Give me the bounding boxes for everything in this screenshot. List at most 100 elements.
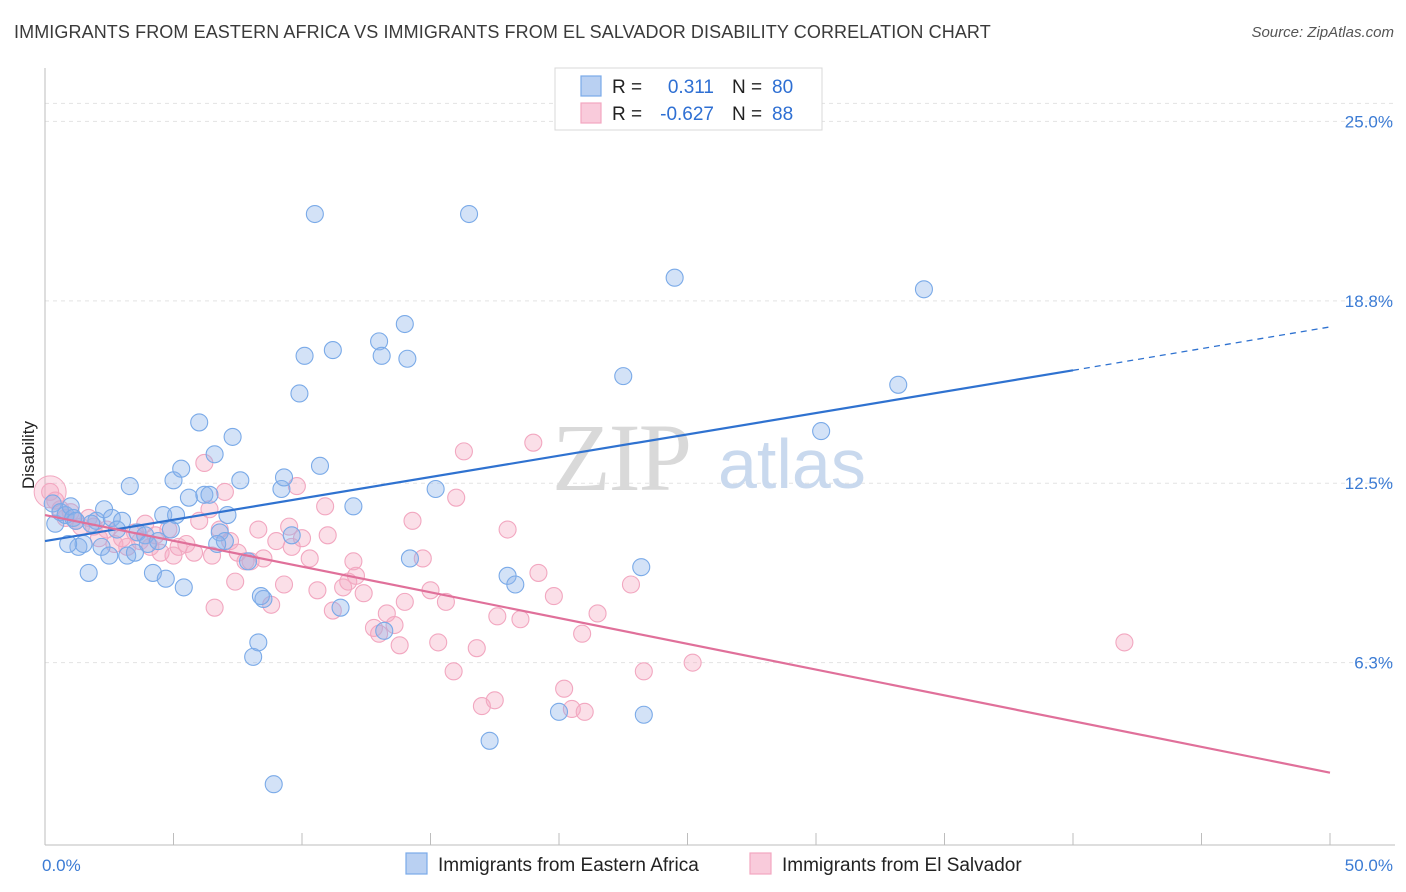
chart-title: IMMIGRANTS FROM EASTERN AFRICA VS IMMIGR…	[14, 22, 991, 42]
point-el-salvador	[447, 488, 466, 507]
point-eastern-africa	[249, 633, 268, 652]
point-el-salvador	[308, 581, 327, 600]
y-tick-label: 25.0%	[1345, 112, 1393, 131]
point-el-salvador	[436, 592, 455, 611]
bottom-legend-swatch-pink	[749, 852, 772, 875]
legend-r-label-2: R =	[612, 104, 642, 125]
watermark-atlas: atlas	[718, 425, 866, 503]
point-el-salvador	[318, 526, 337, 545]
point-el-salvador	[444, 662, 463, 681]
point-el-salvador	[205, 598, 224, 617]
legend-swatch-blue	[580, 75, 602, 97]
point-el-salvador	[41, 482, 60, 501]
point-eastern-africa	[100, 546, 119, 565]
point-el-salvador	[588, 604, 607, 623]
point-eastern-africa	[614, 367, 633, 386]
point-eastern-africa	[549, 702, 569, 721]
point-eastern-africa	[161, 520, 180, 539]
point-eastern-africa	[400, 549, 419, 568]
legend-n-value-2: 88	[772, 104, 793, 125]
point-el-salvador	[203, 546, 222, 565]
point-eastern-africa	[59, 534, 78, 554]
y-tick-label: 6.3%	[1354, 654, 1393, 673]
point-el-salvador	[395, 592, 414, 611]
point-el-salvador	[316, 497, 335, 516]
point-eastern-africa	[914, 280, 933, 299]
point-eastern-africa	[459, 204, 479, 224]
point-el-salvador	[621, 575, 641, 594]
point-el-salvador	[498, 520, 517, 539]
point-el-salvador	[555, 679, 574, 698]
point-eastern-africa	[305, 204, 324, 224]
point-eastern-africa	[254, 589, 273, 609]
point-el-salvador	[370, 624, 389, 643]
point-el-salvador	[344, 552, 363, 571]
point-eastern-africa	[223, 427, 242, 446]
point-el-salvador	[390, 636, 409, 655]
x-tick-label-min: 0.0%	[42, 856, 81, 875]
point-eastern-africa	[156, 569, 175, 588]
point-eastern-africa	[310, 456, 330, 475]
y-tick-label: 18.8%	[1345, 292, 1393, 311]
point-eastern-africa	[274, 468, 294, 487]
trend-line-eastern-africa-extension	[1072, 326, 1331, 371]
point-el-salvador	[467, 639, 486, 658]
point-el-salvador	[334, 578, 353, 597]
trend-lines	[44, 326, 1331, 774]
point-eastern-africa	[205, 445, 224, 464]
point-el-salvador	[385, 615, 404, 635]
point-eastern-africa	[323, 341, 342, 360]
legend-r-label-1: R =	[612, 77, 642, 98]
point-eastern-africa	[889, 375, 908, 394]
point-eastern-africa	[69, 537, 88, 556]
point-el-salvador	[429, 633, 448, 652]
point-el-salvador	[364, 618, 384, 637]
bottom-legend-label-blue: Immigrants from Eastern Africa	[438, 855, 699, 876]
point-el-salvador	[164, 546, 183, 565]
point-el-salvador	[1115, 633, 1134, 652]
point-eastern-africa	[344, 497, 363, 516]
point-eastern-africa	[172, 459, 191, 478]
point-eastern-africa	[79, 563, 98, 582]
point-el-salvador	[274, 575, 294, 594]
bottom-legend: Immigrants from Eastern Africa Immigrant…	[405, 852, 1022, 876]
point-eastern-africa	[200, 485, 219, 504]
point-eastern-africa	[812, 422, 831, 441]
point-eastern-africa	[372, 346, 391, 365]
point-eastern-africa	[195, 485, 214, 504]
point-eastern-africa	[102, 508, 121, 527]
point-eastern-africa	[375, 621, 394, 640]
point-eastern-africa	[480, 731, 499, 750]
point-el-salvador	[354, 584, 373, 603]
watermark-zip: ZIP	[552, 404, 690, 511]
point-eastern-africa	[120, 477, 139, 496]
point-eastern-africa	[264, 775, 283, 794]
point-el-salvador	[634, 662, 653, 681]
point-el-salvador	[267, 532, 286, 551]
point-el-salvador	[573, 624, 592, 643]
point-eastern-africa	[290, 384, 309, 403]
legend-r-value-2: -0.627	[660, 104, 714, 125]
point-el-salvador	[249, 520, 268, 539]
legend-n-label-1: N =	[732, 77, 762, 98]
point-eastern-africa	[61, 497, 80, 516]
point-eastern-africa	[634, 705, 653, 724]
legend-n-label-2: N =	[732, 104, 762, 125]
point-el-salvador	[529, 563, 548, 582]
point-eastern-africa	[179, 488, 198, 507]
watermark: ZIP atlas	[552, 404, 866, 511]
point-el-salvador	[300, 549, 319, 568]
point-eastern-africa	[174, 578, 193, 597]
x-tick-labels: 0.0% 50.0%	[42, 856, 1393, 875]
point-el-salvador	[226, 572, 245, 591]
legend-box: R = 0.311 N = 80 R = -0.627 N = 88	[554, 67, 823, 131]
point-el-salvador	[683, 653, 702, 672]
y-tick-labels: 6.3% 12.5% 18.8% 25.0%	[1345, 112, 1393, 672]
point-el-salvador	[544, 587, 563, 606]
point-eastern-africa	[282, 526, 301, 545]
point-eastern-africa	[251, 587, 270, 606]
point-el-salvador	[403, 511, 422, 530]
point-eastern-africa	[125, 543, 144, 562]
point-eastern-africa	[210, 523, 229, 542]
